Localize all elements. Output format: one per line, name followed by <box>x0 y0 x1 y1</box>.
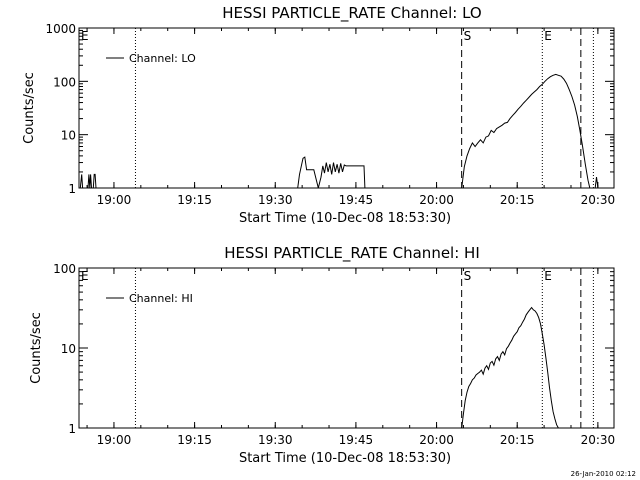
series-line <box>461 306 560 429</box>
x-tick-label: 19:30 <box>258 433 293 447</box>
x-tick-label: 19:00 <box>97 433 132 447</box>
y-axis-label: Counts/sec <box>29 312 44 384</box>
x-tick-label: 19:45 <box>339 433 374 447</box>
y-tick-label: 100 <box>53 262 76 276</box>
x-tick-label: 20:00 <box>419 433 454 447</box>
x-tick-label: 19:15 <box>177 433 212 447</box>
series-line <box>594 177 599 189</box>
series-line <box>79 174 85 189</box>
marker-label: S <box>464 269 472 283</box>
marker-label: S <box>464 29 472 43</box>
series-line <box>461 73 591 189</box>
legend-label: Channel: LO <box>129 52 196 65</box>
x-axis-label: Start Time (10-Dec-08 18:53:30) <box>239 451 451 466</box>
series-line <box>87 174 92 189</box>
timestamp: 26-Jan-2010 02:12 <box>571 470 636 478</box>
y-tick-label: 1 <box>68 182 76 196</box>
x-tick-label: 19:00 <box>97 193 132 207</box>
marker-label: E <box>544 29 552 43</box>
x-tick-label: 20:00 <box>419 193 454 207</box>
plot-frame <box>78 27 615 189</box>
legend-label: Channel: HI <box>129 292 193 305</box>
x-axis-label: Start Time (10-Dec-08 18:53:30) <box>239 211 451 226</box>
x-tick-label: 20:30 <box>581 433 616 447</box>
x-tick-label: 20:15 <box>500 433 535 447</box>
x-tick-label: 19:45 <box>339 193 374 207</box>
y-tick-label: 100 <box>53 75 76 89</box>
x-tick-label: 20:30 <box>581 193 616 207</box>
series-line <box>92 173 97 189</box>
x-tick-label: 20:15 <box>500 193 535 207</box>
marker-label: E <box>81 29 89 43</box>
chart-marks: 19:00 19:15 19:30 19:45 20:00 20:15 20:30 1 10 10… <box>53 262 615 447</box>
x-tick-label: 19:15 <box>177 193 212 207</box>
x-tick-label: 19:30 <box>258 193 293 207</box>
series-line <box>297 156 366 189</box>
y-tick-label: 10 <box>61 129 76 143</box>
marker-label: E <box>81 269 89 283</box>
panel-hi: HESSI PARTICLE_RATE Channel: HI Counts/s… <box>29 244 615 466</box>
y-axis-label: Counts/sec <box>22 72 37 144</box>
y-tick-label: 1000 <box>45 22 76 36</box>
y-tick-label: 10 <box>61 342 76 356</box>
chart-title: HESSI PARTICLE_RATE Channel: HI <box>224 244 480 263</box>
marker-label: E <box>544 269 552 283</box>
y-tick-label: 1 <box>68 422 76 436</box>
panel-lo: HESSI PARTICLE_RATE Channel: LO Counts/s… <box>22 4 615 226</box>
chart-marks: 19:00 19:15 19:30 19:45 20:00 20:15 20:30 1 10 10… <box>45 22 615 207</box>
chart-title: HESSI PARTICLE_RATE Channel: LO <box>222 4 481 23</box>
